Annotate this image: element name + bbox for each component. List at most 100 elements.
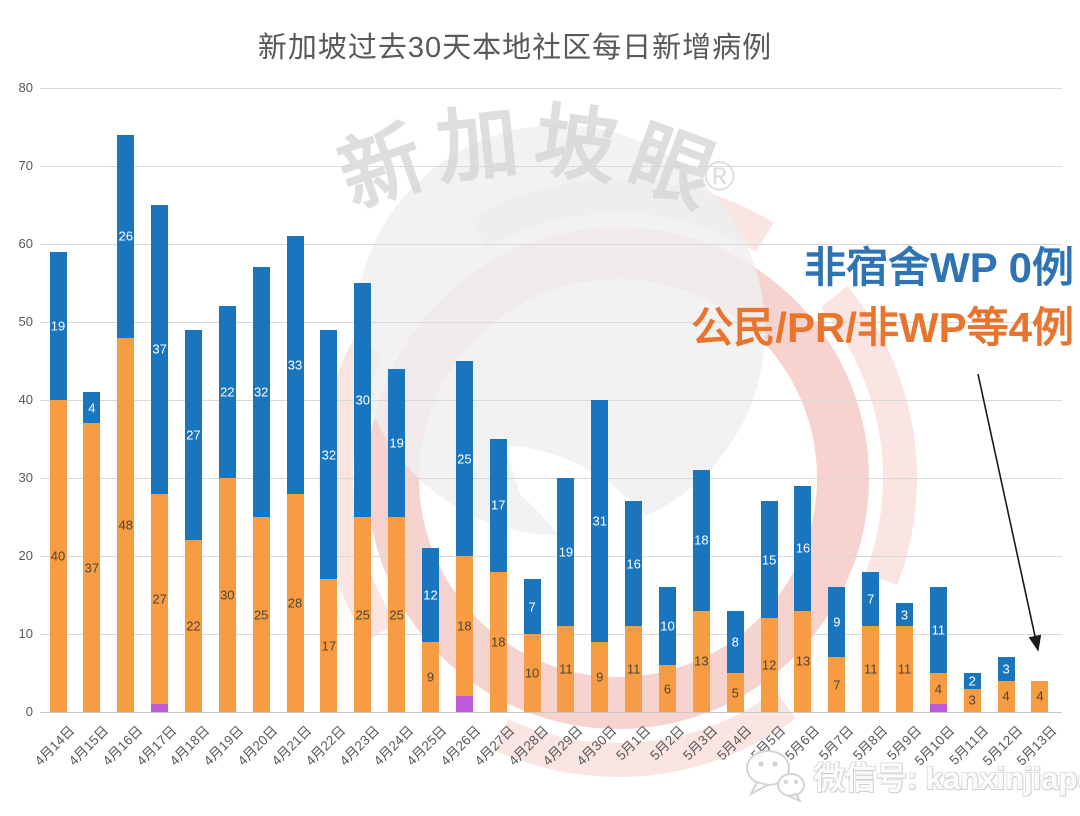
bar-segment-blue: 26 — [117, 134, 135, 338]
bar-segment-orange: 13 — [794, 610, 812, 712]
bar-segment-blue: 27 — [184, 329, 202, 541]
segment-value-label: 7 — [867, 591, 875, 607]
segment-value-label: 4 — [1036, 688, 1044, 704]
bar-segment-orange: 30 — [218, 478, 236, 712]
bar-column-4月26日: 18 25 — [455, 88, 473, 712]
bar-segment-blue: 37 — [151, 205, 169, 494]
annotation-line-blue: 非宿舍WP 0例 — [804, 244, 1074, 291]
segment-value-label: 37 — [152, 341, 167, 357]
y-tick-label-80: 80 — [18, 80, 33, 95]
segment-value-label: 13 — [795, 653, 811, 669]
bar-segment-blue: 2 — [963, 673, 981, 689]
segment-value-label: 19 — [50, 318, 66, 334]
segment-value-label: 3 — [968, 692, 976, 708]
bar-segment-blue: 16 — [625, 501, 643, 627]
y-tick-label-50: 50 — [18, 314, 33, 329]
bar-segment-blue: 19 — [557, 478, 575, 627]
bar-column-4月21日: 28 33 — [286, 88, 304, 712]
bar-segment-blue: 22 — [218, 306, 236, 478]
bar-column-4月20日: 25 32 — [252, 88, 270, 712]
segment-value-label: 13 — [694, 653, 709, 669]
bar-segment-orange: 11 — [557, 626, 575, 712]
segment-value-label: 4 — [1002, 688, 1010, 704]
bar-segment-blue: 32 — [320, 329, 338, 580]
segment-value-label: 11 — [931, 622, 946, 638]
bar-column-5月8日: 11 7 — [862, 88, 880, 712]
bar-segment-orange: 4 — [929, 673, 947, 705]
segment-value-label: 30 — [355, 392, 370, 408]
y-tick-label-60: 60 — [18, 236, 33, 251]
bar-segment-blue: 31 — [591, 400, 609, 642]
bar-segment-blue: 30 — [354, 283, 372, 517]
bar-segment-orange: 18 — [455, 556, 473, 697]
segment-value-label: 33 — [287, 357, 303, 373]
bar-column-5月1日: 11 16 — [625, 88, 643, 712]
gridline-0 — [40, 712, 1062, 713]
bar-segment-orange: 11 — [625, 626, 643, 712]
bar-segment-orange: 25 — [388, 517, 406, 712]
bar-column-4月28日: 10 7 — [523, 88, 541, 712]
segment-value-label: 32 — [253, 384, 269, 400]
bar-segment-blue: 33 — [286, 236, 304, 494]
bar-segment-orange: 25 — [354, 517, 372, 712]
segment-value-label: 31 — [592, 513, 608, 529]
segment-value-label: 26 — [118, 228, 133, 244]
bar-segment-purple — [455, 696, 473, 712]
bar-segment-blue: 18 — [692, 470, 710, 611]
bar-segment-orange: 27 — [151, 493, 169, 705]
y-tick-label-20: 20 — [18, 548, 33, 563]
y-tick-label-0: 0 — [25, 704, 33, 719]
y-tick-label-40: 40 — [18, 392, 33, 407]
segment-value-label: 4 — [934, 681, 943, 697]
bar-segment-orange: 25 — [252, 517, 270, 712]
bar-column-5月3日: 13 18 — [692, 88, 710, 712]
segment-value-label: 7 — [833, 677, 841, 693]
bar-column-4月19日: 30 22 — [218, 88, 236, 712]
bar-column-5月6日: 13 16 — [794, 88, 812, 712]
bar-segment-orange: 4 — [1031, 680, 1049, 712]
gridline-80 — [40, 88, 1062, 89]
bar-segment-blue: 25 — [455, 361, 473, 556]
annotation-line-orange: 公民/PR/非WP等4例 — [691, 303, 1074, 351]
bar-segment-blue: 8 — [726, 610, 744, 673]
bar-segment-orange: 4 — [997, 680, 1015, 712]
bar-segment-blue: 17 — [489, 439, 507, 572]
segment-value-label: 6 — [663, 681, 672, 697]
bar-column-4月17日: 27 37 — [151, 88, 169, 712]
bar-segment-purple — [929, 704, 947, 712]
bar-column-4月22日: 17 32 — [320, 88, 338, 712]
bar-column-4月15日: 37 4 — [83, 88, 101, 712]
bar-segment-orange: 11 — [862, 626, 880, 712]
bar-segment-orange: 9 — [421, 641, 439, 712]
segment-value-label: 48 — [118, 517, 133, 533]
segment-value-label: 22 — [220, 384, 235, 400]
segment-value-label: 18 — [490, 634, 506, 650]
segment-value-label: 27 — [152, 591, 167, 607]
segment-value-label: 16 — [795, 540, 811, 556]
segment-value-label: 15 — [761, 552, 777, 568]
bar-column-5月5日: 12 15 — [760, 88, 778, 712]
bar-column-4月24日: 25 19 — [388, 88, 406, 712]
bar-column-4月18日: 22 27 — [184, 88, 202, 712]
bar-segment-orange: 13 — [692, 610, 710, 712]
bar-segment-blue: 11 — [929, 587, 947, 673]
bar-segment-blue: 16 — [794, 485, 812, 611]
segment-value-label: 32 — [321, 447, 337, 463]
bar-column-4月16日: 48 26 — [117, 88, 135, 712]
bar-column-4月27日: 18 17 — [489, 88, 507, 712]
bar-segment-blue: 3 — [896, 602, 914, 627]
bar-column-5月13日: 4 — [1031, 88, 1049, 712]
bar-segment-purple — [151, 704, 169, 712]
segment-value-label: 25 — [389, 607, 404, 622]
segment-value-label: 9 — [833, 614, 841, 630]
bar-segment-blue: 10 — [659, 587, 677, 666]
annotation-callout: 非宿舍WP 0例 公民/PR/非WP等4例 — [691, 238, 1074, 357]
segment-value-label: 40 — [50, 548, 66, 564]
segment-value-label: 18 — [457, 618, 472, 634]
wechat-icon — [746, 750, 805, 802]
segment-value-label: 17 — [490, 497, 506, 513]
